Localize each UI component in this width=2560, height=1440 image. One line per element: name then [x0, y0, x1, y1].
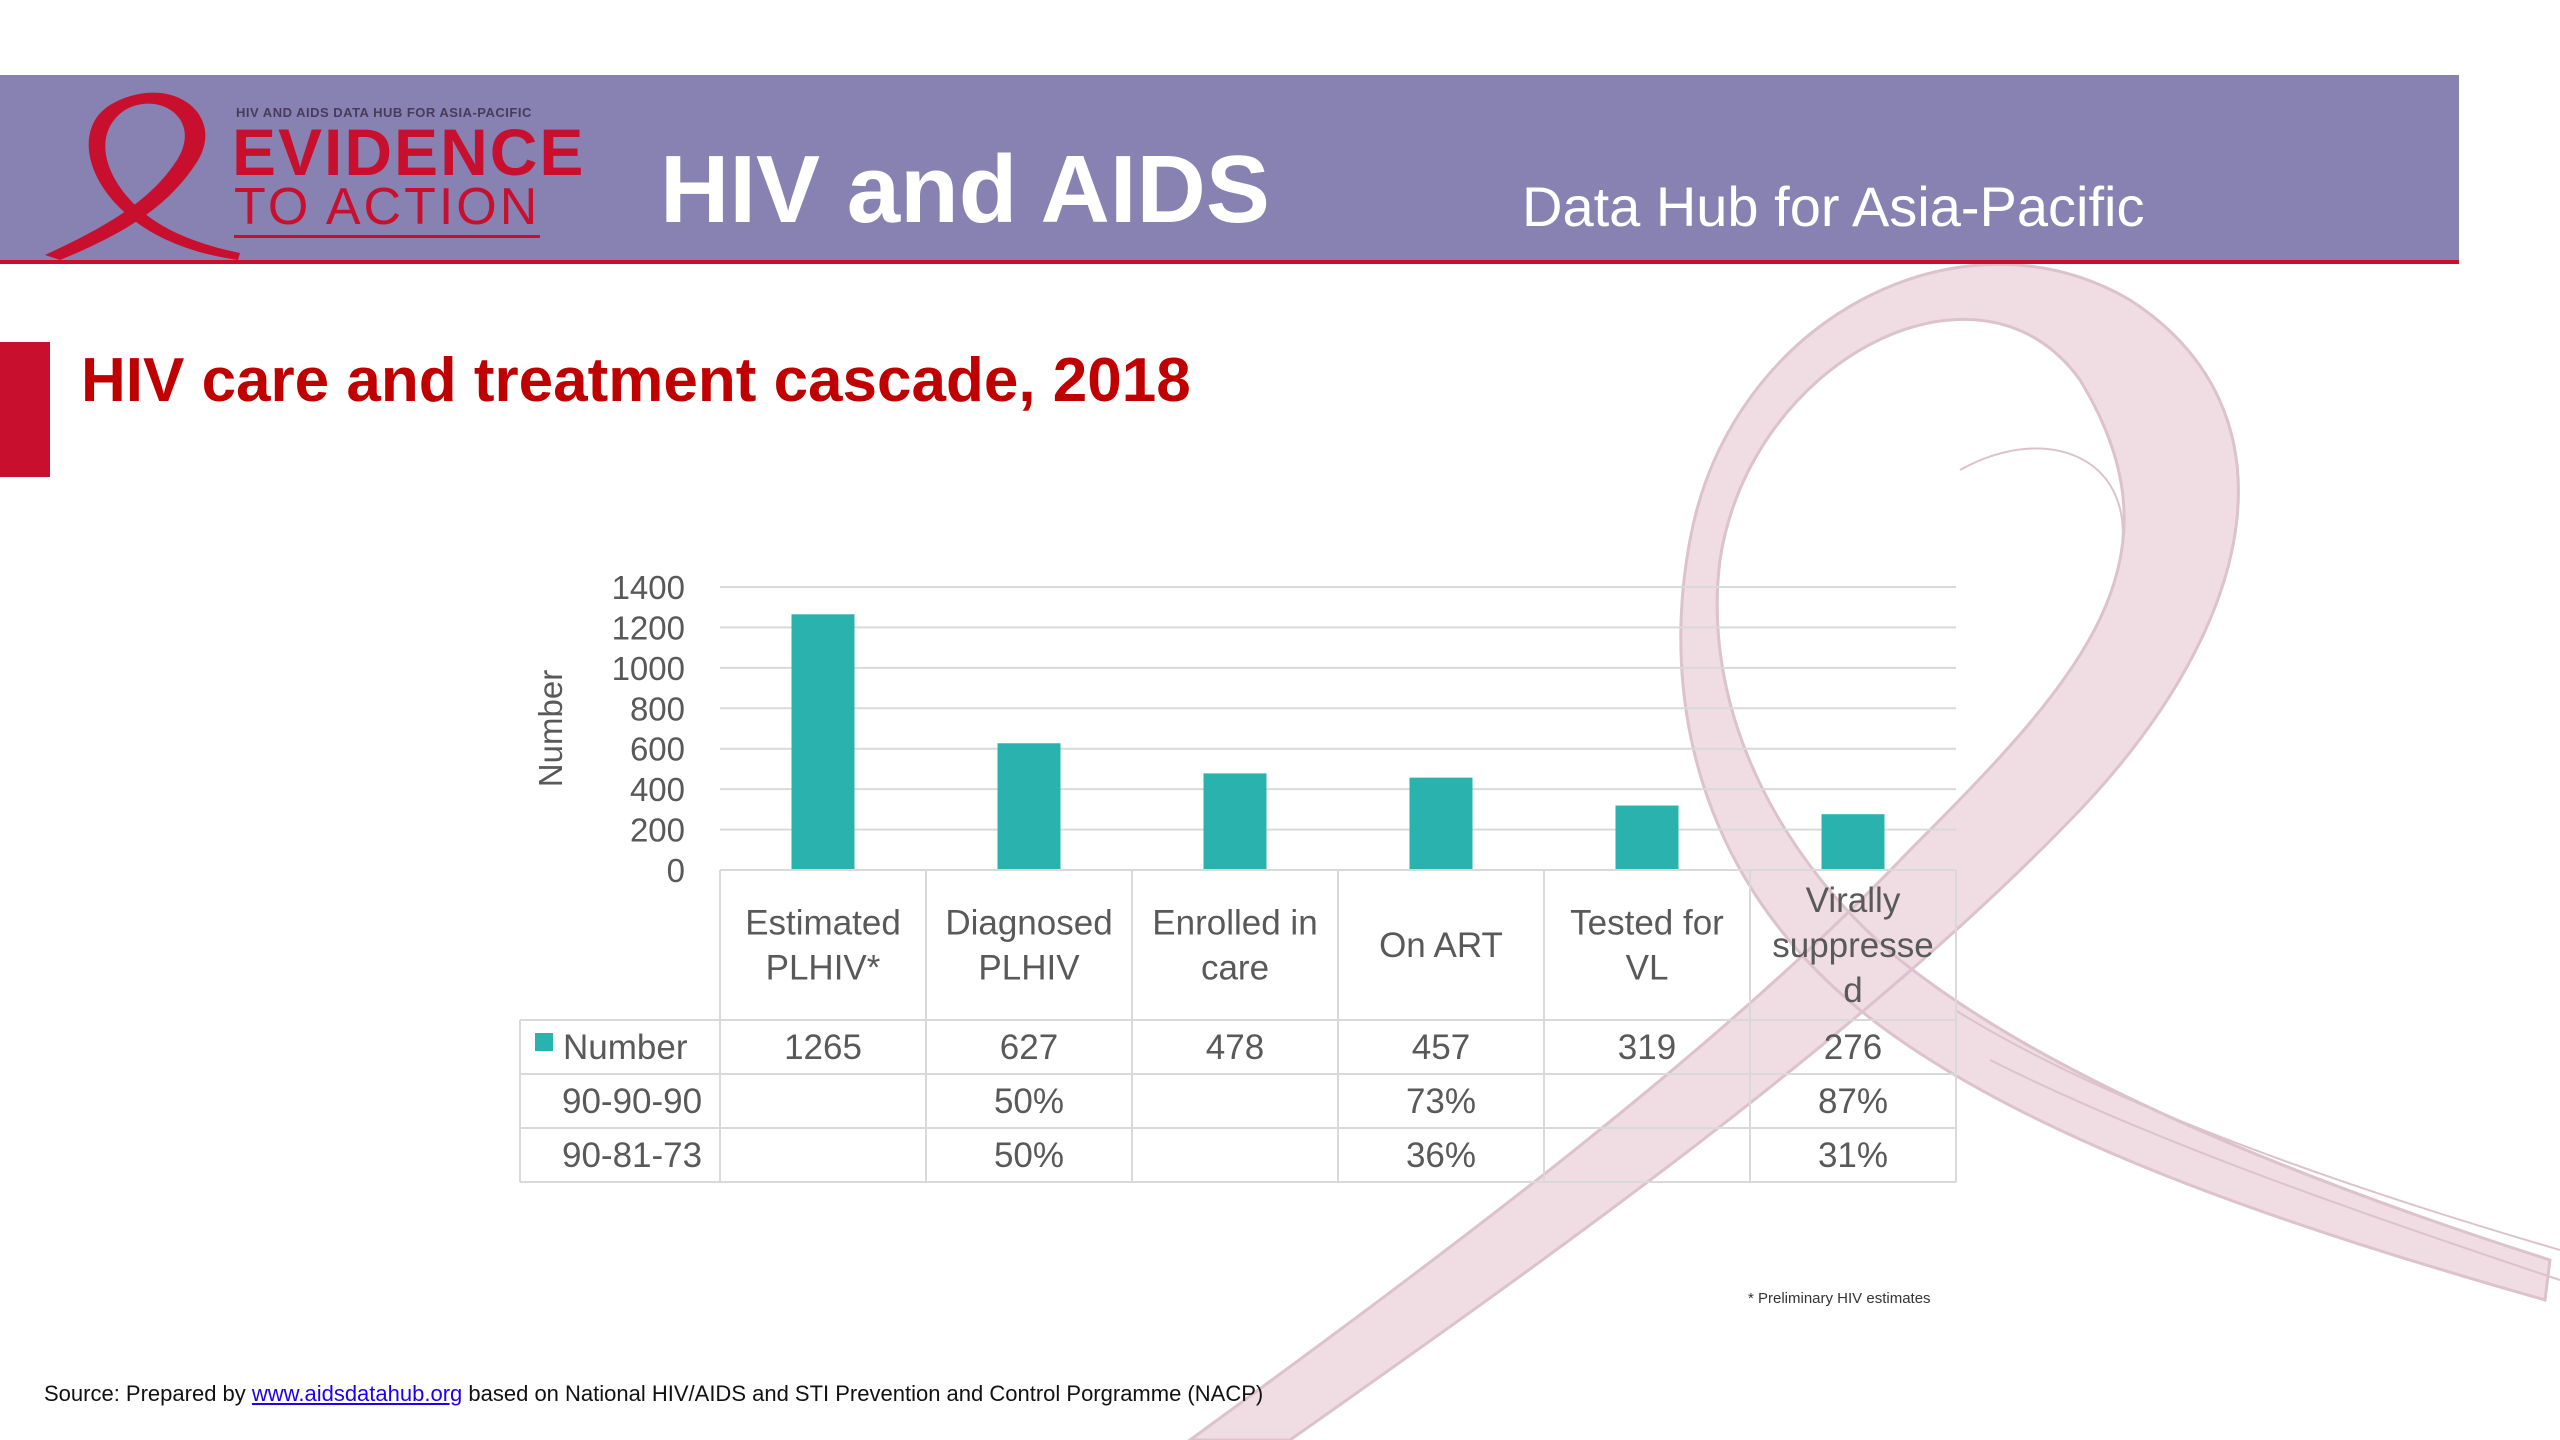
logo-action-text: TO ACTION [234, 178, 541, 238]
y-tick-label: 0 [667, 852, 685, 889]
legend-swatch [535, 1033, 553, 1051]
y-tick-label: 1400 [612, 569, 685, 606]
table-cell: 73% [1406, 1082, 1476, 1121]
x-tick-label: Tested for [1570, 904, 1724, 943]
x-tick-label: VL [1626, 949, 1669, 988]
header-subtitle: Data Hub for Asia-Pacific [1522, 175, 2145, 238]
x-tick-label: d [1843, 971, 1862, 1010]
logo-small-text: HIV AND AIDS DATA HUB FOR ASIA-PACIFIC [236, 105, 532, 120]
table-row-label: 90-90-90 [562, 1082, 702, 1121]
title-accent-bar [0, 342, 50, 477]
bar [997, 743, 1061, 870]
x-tick-label: care [1201, 949, 1269, 988]
y-tick-label: 800 [630, 690, 685, 727]
bar [1203, 773, 1267, 870]
table-cell: 50% [994, 1136, 1064, 1175]
table-cell: 319 [1618, 1028, 1676, 1067]
table-cell: 457 [1412, 1028, 1470, 1067]
header-title: HIV and AIDS [660, 136, 1270, 243]
table-cell: 50% [994, 1082, 1064, 1121]
table-cell: 478 [1206, 1028, 1264, 1067]
logo: HIV AND AIDS DATA HUB FOR ASIA-PACIFIC E… [0, 75, 620, 260]
red-ribbon-icon [45, 92, 240, 260]
bar [791, 614, 855, 870]
y-tick-label: 200 [630, 812, 685, 849]
y-tick-label: 600 [630, 731, 685, 768]
bar [1615, 805, 1679, 870]
x-tick-label: On ART [1379, 926, 1503, 965]
table-cell: 87% [1818, 1082, 1888, 1121]
x-tick-label: Enrolled in [1152, 904, 1317, 943]
header-banner: HIV AND AIDS DATA HUB FOR ASIA-PACIFIC E… [0, 75, 2459, 264]
x-tick-label: PLHIV* [766, 949, 881, 988]
x-tick-label: Diagnosed [945, 904, 1112, 943]
table-cell: 1265 [784, 1028, 862, 1067]
y-axis-label: Number [532, 670, 569, 787]
table-cell: 36% [1406, 1136, 1476, 1175]
table-row-label: 90-81-73 [562, 1136, 702, 1175]
bar [1821, 814, 1885, 870]
x-tick-label: suppresse [1772, 926, 1933, 965]
footnote: * Preliminary HIV estimates [1748, 1290, 1931, 1307]
y-tick-label: 400 [630, 771, 685, 808]
table-cell: 627 [1000, 1028, 1058, 1067]
logo-evidence-text: EVIDENCE [232, 115, 586, 189]
x-tick-label: PLHIV [978, 949, 1080, 988]
x-tick-label: Virally [1806, 881, 1901, 920]
source-suffix: based on National HIV/AIDS and STI Preve… [468, 1381, 1264, 1406]
bar [1409, 777, 1473, 870]
y-tick-label: 1200 [612, 609, 685, 646]
x-tick-label: Estimated [745, 904, 901, 943]
source-link[interactable]: www.aidsdatahub.org [251, 1381, 463, 1406]
source-note: Source: Prepared by www.aidsdatahub.org … [44, 1381, 1263, 1407]
page-title: HIV care and treatment cascade, 2018 [81, 346, 1191, 415]
table-cell: 276 [1824, 1028, 1882, 1067]
y-tick-label: 1000 [612, 650, 685, 687]
table-cell: 31% [1818, 1136, 1888, 1175]
source-prefix: Source: Prepared by [44, 1381, 246, 1406]
table-row-label: Number [563, 1028, 688, 1067]
